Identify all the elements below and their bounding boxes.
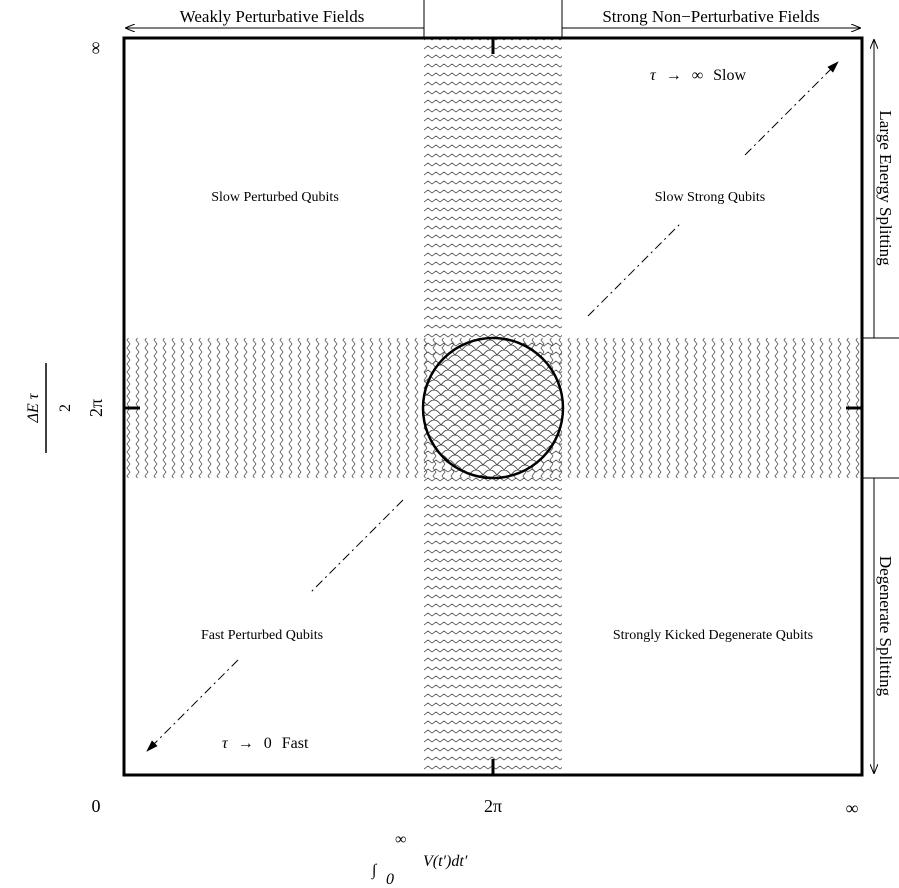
y-tick-2pi: 2π <box>86 399 106 417</box>
region-top-left: Slow Perturbed Qubits <box>211 190 339 205</box>
slow-limit-label: τ → ∞ Slow <box>650 67 746 84</box>
x-axis-label: ∫ ∞ 0 V(t′)dt′ <box>371 831 468 888</box>
large-splitting-label: Large Energy Splitting <box>876 110 895 266</box>
slow-diagonal-segment-1 <box>587 223 681 317</box>
svg-text:2: 2 <box>57 404 74 412</box>
region-top-right: Slow Strong Qubits <box>655 190 765 205</box>
slow-diagonal-arrow <box>744 61 839 156</box>
fast-diagonal-segment-1 <box>310 499 404 593</box>
x-tick-2pi: 2π <box>484 796 502 816</box>
center-circle-fill <box>421 336 565 480</box>
region-bottom-left: Fast Perturbed Qubits <box>201 628 323 643</box>
x-tick-origin: 0 <box>92 796 101 816</box>
weak-field-header: Weakly Perturbative Fields <box>180 7 365 26</box>
svg-text:ΔE τ: ΔE τ <box>25 392 42 423</box>
svg-text:∫: ∫ <box>371 862 378 880</box>
region-bottom-right: Strongly Kicked Degenerate Qubits <box>613 628 813 643</box>
svg-text:0: 0 <box>386 871 394 888</box>
strong-field-header: Strong Non−Perturbative Fields <box>602 7 819 26</box>
svg-text:V(t′)dt′: V(t′)dt′ <box>423 853 468 870</box>
fast-limit-label: τ → 0 Fast <box>222 735 309 752</box>
y-tick-infinity: ∞ <box>85 41 105 54</box>
svg-text:∞: ∞ <box>395 831 406 848</box>
y-axis-label: ΔE τ 2 <box>25 363 74 453</box>
x-tick-infinity: ∞ <box>846 798 859 818</box>
fast-diagonal-arrow <box>146 659 239 752</box>
degenerate-splitting-label: Degenerate Splitting <box>876 556 895 697</box>
